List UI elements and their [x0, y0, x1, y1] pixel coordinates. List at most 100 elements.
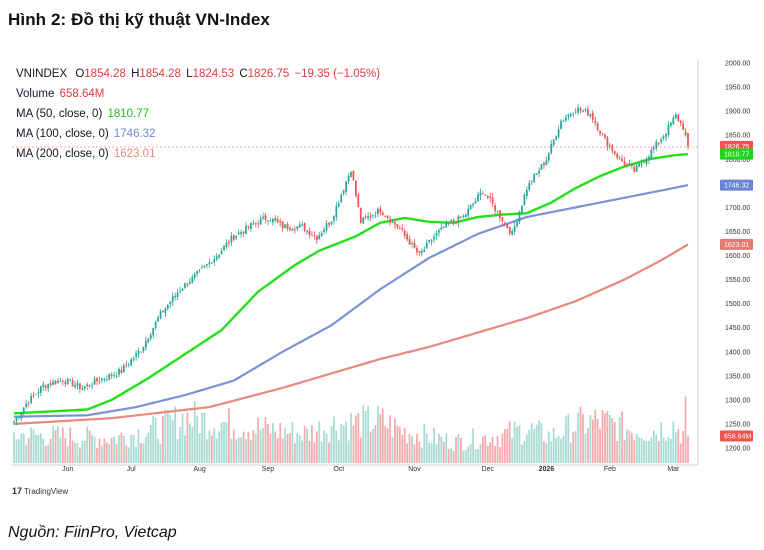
volume-bar [264, 417, 267, 463]
candle-body [662, 136, 665, 139]
volume-bar [545, 443, 548, 463]
candle [587, 105, 589, 116]
candle [196, 270, 199, 277]
candle [39, 385, 42, 397]
candle [494, 203, 496, 215]
candle-body [223, 246, 225, 251]
candle-body [171, 296, 174, 303]
candle-body [71, 380, 74, 387]
candle [306, 230, 308, 235]
volume-bar [477, 449, 479, 463]
candle-body [516, 221, 518, 227]
candle-body [286, 224, 289, 229]
candle-body [501, 217, 504, 222]
candle-body [489, 196, 492, 199]
volume-legend: Volume 658.64M [16, 88, 106, 100]
candle [394, 218, 396, 229]
volume-bar [144, 436, 147, 463]
candle-body [215, 256, 218, 260]
candle-body [464, 214, 467, 218]
volume-bar [215, 438, 218, 463]
candle-body [496, 211, 499, 212]
candle [687, 132, 689, 150]
candle-body [601, 133, 604, 135]
candle-body [293, 229, 296, 230]
candle [140, 351, 142, 353]
tradingview-logo[interactable]: 17 TradingView [12, 486, 68, 496]
candle [357, 193, 360, 208]
candle-body [188, 282, 191, 285]
candle-body [49, 383, 52, 386]
candle [127, 362, 130, 368]
volume-bar [450, 448, 452, 463]
candle [674, 112, 677, 120]
candle [198, 269, 201, 273]
candlesticks [13, 103, 689, 426]
candle-body [391, 221, 394, 223]
candle [203, 265, 206, 269]
candle-body [364, 216, 367, 218]
volume-bar [391, 437, 394, 463]
volume-bar [408, 433, 411, 463]
candle [164, 307, 167, 318]
candle [225, 239, 228, 249]
candle [232, 234, 235, 242]
time-tick-label: 2026 [539, 466, 555, 473]
candle-body [39, 386, 42, 393]
candle [643, 159, 645, 163]
candle [491, 193, 494, 207]
volume-bar [372, 428, 374, 463]
volume-bar [535, 424, 538, 463]
candle [169, 300, 172, 309]
candle [162, 310, 164, 313]
candle-body [381, 212, 384, 216]
candle-body [127, 364, 130, 366]
volume-bar [430, 443, 433, 463]
volume-bar [308, 440, 311, 463]
candle [206, 263, 208, 269]
time-axis: Jun Jul Aug Sep Oct Nov Dec 2026 Feb Mar [62, 466, 680, 473]
candle [611, 144, 614, 154]
candle [579, 106, 582, 114]
candle [123, 363, 125, 373]
volume-bar [503, 429, 506, 463]
candle-body [555, 136, 557, 140]
candle [596, 121, 599, 132]
candle [254, 222, 257, 228]
candle [218, 254, 220, 260]
candle [525, 186, 528, 200]
candle [413, 238, 416, 249]
candle [274, 215, 277, 222]
candle [44, 384, 47, 392]
volume-bar [59, 437, 62, 463]
candle [540, 163, 543, 170]
candle-body [491, 197, 494, 204]
candle-body [638, 163, 641, 167]
volume-bar [223, 421, 225, 463]
candle-body [591, 113, 594, 120]
candle [477, 191, 479, 202]
candle-body [259, 218, 262, 225]
candle-body [313, 235, 316, 237]
candle-body [289, 227, 291, 230]
candle [191, 274, 194, 284]
candle-body [423, 249, 426, 253]
candle [115, 372, 118, 379]
volume-bar [667, 437, 670, 463]
candle-body [611, 145, 614, 152]
volume-bar [93, 436, 96, 463]
volume-bar [303, 425, 306, 463]
volume-bar [438, 434, 440, 463]
candle-body [13, 421, 15, 424]
candle [601, 132, 604, 136]
candle-body [118, 369, 120, 375]
candle-body [420, 251, 423, 254]
time-tick-label: Nov [408, 466, 421, 473]
volume-bar [213, 428, 216, 463]
candle-body [655, 141, 658, 149]
candle-body [47, 384, 50, 389]
volume-bar [643, 440, 645, 463]
candle-body [105, 379, 108, 380]
candle [582, 109, 584, 113]
